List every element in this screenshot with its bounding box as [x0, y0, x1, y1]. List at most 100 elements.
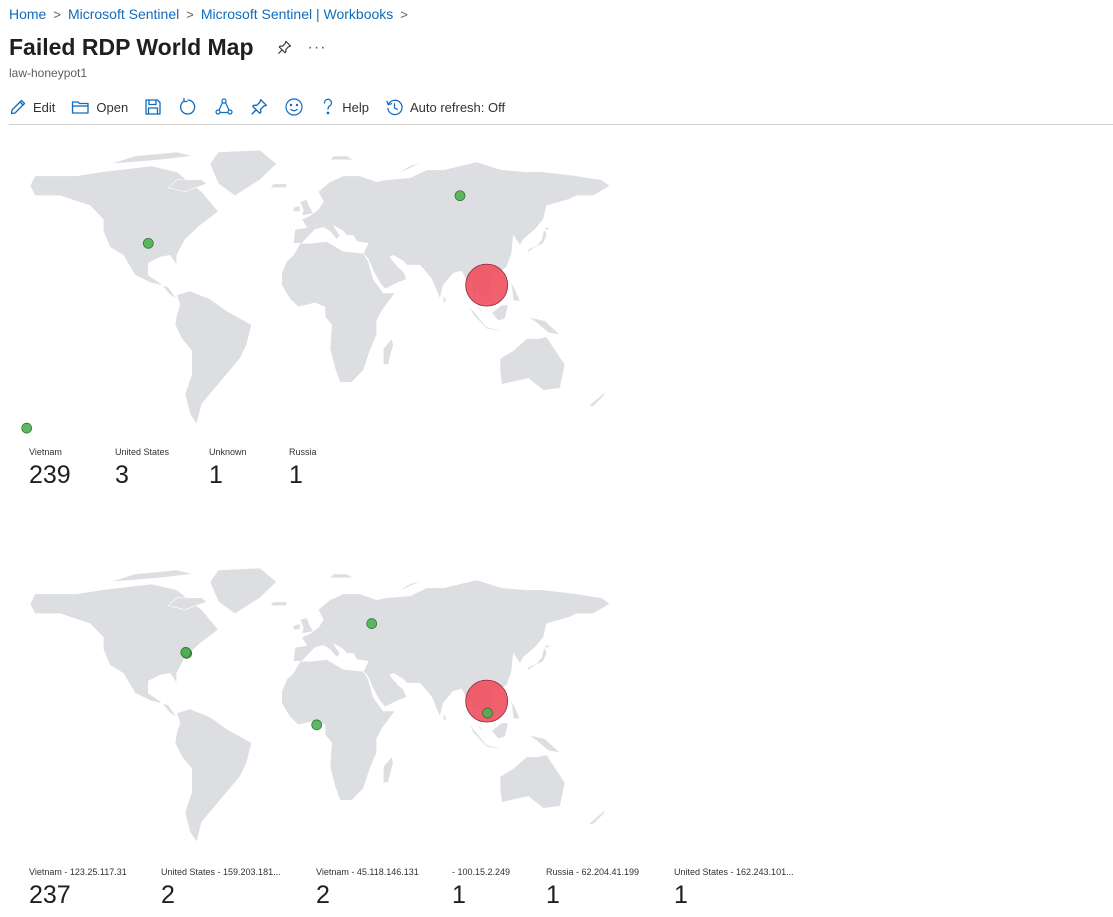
tile-vietnam[interactable]: Vietnam 239 [29, 447, 115, 490]
tile-value: 1 [674, 881, 688, 909]
save-button[interactable] [144, 98, 162, 116]
tile-label: Russia - 62.204.41.199 [546, 867, 640, 877]
landmass-novaya-zemlya [396, 579, 424, 593]
feedback-smiley-icon [284, 97, 304, 117]
tile-value: 1 [452, 881, 466, 909]
map-point[interactable]: Vietnam - 45.118.146.131: 2 [482, 707, 493, 719]
landmass-sri-lanka [443, 293, 448, 304]
tile-unknown[interactable]: Unknown 1 [209, 447, 289, 490]
edit-icon [9, 98, 27, 116]
tile-united-states[interactable]: United States 3 [115, 447, 209, 490]
landmass-uk [299, 617, 314, 634]
save-icon [144, 98, 162, 116]
landmass-arctic-islands [109, 151, 194, 165]
tile-label: United States - 159.203.181... [161, 867, 281, 877]
map-point[interactable]: Vietnam - 123.25.117.31: 237 [465, 679, 509, 723]
country-tiles: Vietnam 239 United States 3 Unknown 1 Ru… [29, 447, 369, 490]
tile-ip-4[interactable]: - 100.15.2.249 1 [452, 867, 546, 910]
tile-value: 3 [115, 461, 129, 489]
landmass-iceland [269, 183, 287, 188]
ip-tiles: Vietnam - 123.25.117.31 237 United State… [29, 867, 814, 910]
more-options-button[interactable]: ··· [307, 38, 327, 56]
tile-label: Vietnam - 45.118.146.131 [316, 867, 419, 877]
landmass-sumatra-taiwan [509, 265, 514, 272]
tile-ip-3[interactable]: Vietnam - 45.118.146.131 2 [316, 867, 452, 910]
landmass-philippines [509, 280, 521, 302]
world-map-by-country[interactable]: Vietnam: 239 United States: 3 Unknown: 1 Ru… [10, 148, 610, 438]
landmass-greenland [209, 567, 278, 615]
tile-value: 239 [29, 461, 71, 489]
tile-label: Vietnam - 123.25.117.31 [29, 867, 127, 877]
tile-value: 2 [316, 881, 330, 909]
landmass-madagascar [383, 338, 394, 365]
landmass-baffin [167, 179, 208, 193]
pin-icon[interactable] [276, 39, 294, 57]
help-button[interactable]: Help [320, 98, 369, 116]
auto-refresh-label: Auto refresh: Off [409, 99, 506, 115]
pin-toolbar-button[interactable] [250, 98, 268, 116]
share-icon [214, 97, 234, 117]
map-point[interactable]: Unknown: 1 [21, 422, 33, 434]
workspace-subtitle: law-honeypot1 [9, 66, 88, 80]
tile-value: 237 [29, 881, 71, 909]
toolbar: Edit Open [9, 94, 521, 120]
landmass-uk [299, 199, 314, 216]
landmass-indonesia [468, 722, 511, 751]
tile-russia[interactable]: Russia 1 [289, 447, 369, 490]
landmass-borneo [491, 304, 509, 322]
breadcrumb-sentinel-link[interactable]: Microsoft Sentinel [67, 6, 180, 22]
open-button[interactable]: Open [71, 98, 128, 116]
landmass-svalbard [329, 155, 355, 161]
map-point[interactable]: Russia: 1 [454, 190, 466, 202]
open-label: Open [96, 99, 129, 115]
share-button[interactable] [214, 97, 234, 117]
map-point[interactable]: Vietnam: 239 [465, 263, 509, 307]
land-layer [29, 149, 610, 425]
landmass-australia [499, 754, 566, 809]
page-title: Failed RDP World Map [9, 34, 254, 60]
landmass-new-zealand [587, 390, 607, 407]
landmass-japan [526, 227, 552, 255]
feedback-button[interactable] [284, 97, 304, 117]
landmass-new-zealand [587, 808, 607, 825]
landmass-greenland [209, 149, 278, 197]
map-point[interactable]: United States: 3 [142, 237, 154, 249]
tile-ip-6[interactable]: United States - 162.243.101... 1 [674, 867, 814, 910]
tile-label: - 100.15.2.249 [452, 867, 511, 877]
breadcrumb-workbooks-link[interactable]: Microsoft Sentinel | Workbooks [200, 6, 394, 22]
landmass-japan [526, 645, 552, 673]
open-folder-icon [71, 98, 90, 116]
breadcrumb-home-link[interactable]: Home [9, 6, 47, 22]
land-layer [29, 567, 610, 843]
tile-ip-2[interactable]: United States - 159.203.181... 2 [161, 867, 316, 910]
pin-icon [250, 98, 268, 116]
tile-ip-5[interactable]: Russia - 62.204.41.199 1 [546, 867, 674, 910]
tile-ip-1[interactable]: Vietnam - 123.25.117.31 237 [29, 867, 161, 910]
toolbar-divider [9, 124, 1113, 125]
map-point[interactable]: - 100.15.2.249: 1 [311, 719, 323, 731]
refresh-button[interactable] [178, 97, 198, 117]
world-map-by-ip[interactable]: Vietnam - 123.25.117.31: 237 United State… [10, 566, 610, 856]
auto-refresh-button[interactable]: Auto refresh: Off [385, 98, 505, 117]
tile-label: Vietnam [29, 447, 62, 457]
landmass-novaya-zemlya [396, 161, 424, 175]
tile-value: 1 [289, 461, 303, 489]
help-label: Help [342, 99, 369, 115]
landmass-australia [499, 336, 566, 391]
tile-label: United States - 162.243.101... [674, 867, 794, 877]
landmass-south-america [174, 708, 253, 843]
landmass-baffin [167, 597, 208, 611]
landmass-new-guinea [528, 734, 561, 754]
map-point[interactable]: United States - 162.243.101...: 1 [180, 647, 192, 658]
title-row: Failed RDP World Map ··· [9, 34, 327, 61]
landmass-ireland [293, 623, 301, 630]
auto-refresh-clock-icon [385, 98, 404, 117]
map-point[interactable]: Russia - 62.204.41.199: 1 [366, 618, 378, 629]
breadcrumb-separator: > [186, 6, 194, 22]
landmass-borneo [491, 722, 509, 740]
landmass-madagascar [383, 756, 394, 783]
landmass-sri-lanka [443, 711, 448, 722]
tile-value: 2 [161, 881, 175, 909]
landmass-sumatra-taiwan [509, 683, 514, 690]
edit-button[interactable]: Edit [9, 98, 55, 116]
